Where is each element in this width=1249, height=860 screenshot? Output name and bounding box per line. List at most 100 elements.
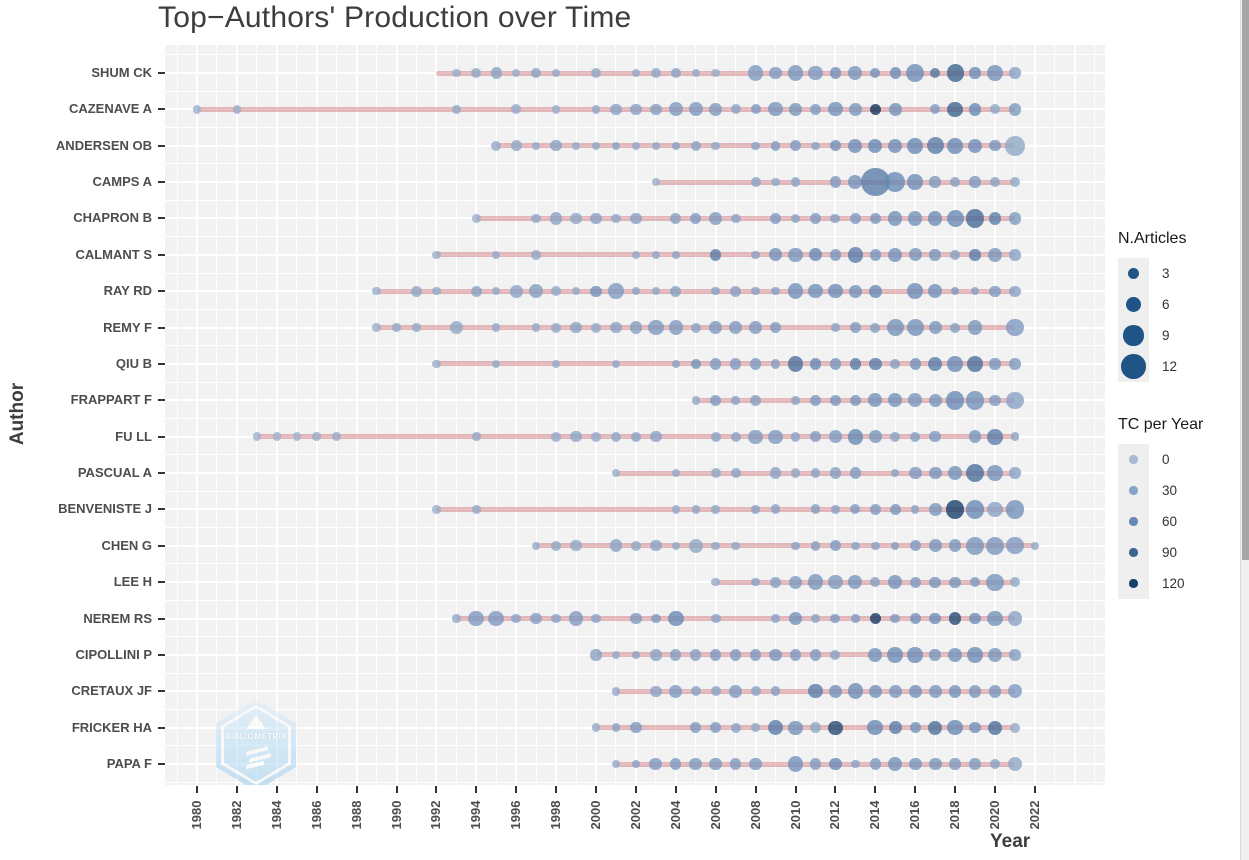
data-point <box>928 503 942 516</box>
data-point <box>711 541 720 551</box>
gridline <box>1014 45 1016 785</box>
data-point <box>570 212 582 225</box>
data-point <box>568 611 584 626</box>
data-point <box>749 321 762 334</box>
y-tick-mark <box>158 290 165 293</box>
data-point <box>848 65 863 81</box>
data-point <box>570 540 582 552</box>
x-tick-label: 2020 <box>987 800 1002 830</box>
gridline <box>515 45 518 785</box>
data-point <box>651 250 661 260</box>
data-point <box>452 614 461 623</box>
data-point <box>970 286 980 296</box>
data-point <box>710 613 721 624</box>
data-point <box>947 647 963 663</box>
data-point <box>452 105 461 114</box>
x-tick-mark <box>515 786 518 793</box>
x-tick-mark <box>196 786 198 793</box>
data-point <box>529 284 544 299</box>
data-point <box>1010 177 1020 188</box>
data-point <box>749 649 762 661</box>
data-point <box>908 393 923 408</box>
data-point <box>1009 649 1021 661</box>
gridline <box>165 599 1105 601</box>
gridline <box>165 272 1105 274</box>
vertical-scrollbar[interactable] <box>1240 0 1249 860</box>
gridline <box>914 45 917 785</box>
gridline <box>165 345 1105 347</box>
gridline <box>176 45 178 785</box>
data-point <box>1009 467 1021 479</box>
data-point <box>709 321 723 334</box>
gridline <box>714 45 717 785</box>
data-point <box>787 65 804 81</box>
gridline <box>535 45 537 785</box>
x-tick-label: 2004 <box>667 800 683 830</box>
data-point <box>868 138 883 153</box>
data-point <box>649 757 663 771</box>
author-timeline <box>197 106 1015 112</box>
data-point <box>967 356 983 372</box>
scrollbar-thumb[interactable] <box>1242 0 1249 560</box>
data-point <box>749 394 762 406</box>
data-point <box>691 396 700 405</box>
data-point <box>611 431 621 442</box>
data-point <box>788 720 803 735</box>
data-point <box>731 396 740 405</box>
y-tick-label: RAY RD <box>103 283 152 299</box>
data-point <box>969 721 981 734</box>
gridline <box>235 45 238 785</box>
y-tick-label: LEE H <box>113 574 152 590</box>
data-point <box>929 649 941 661</box>
data-point <box>710 249 722 261</box>
data-point <box>829 540 842 552</box>
data-point <box>730 104 741 115</box>
data-point <box>908 684 922 698</box>
data-point <box>630 540 641 551</box>
data-point <box>729 649 742 661</box>
x-tick-label: 2022 <box>1026 800 1042 830</box>
gridline <box>994 45 996 785</box>
data-point <box>252 432 262 441</box>
data-point <box>511 613 522 624</box>
data-point <box>630 612 642 625</box>
data-point <box>730 468 741 478</box>
x-tick-label: 2008 <box>747 800 763 830</box>
x-tick-mark <box>754 786 757 793</box>
data-point <box>670 649 682 661</box>
data-point <box>888 393 903 408</box>
y-tick-label: CAMPS A <box>92 174 152 190</box>
gridline <box>296 45 298 785</box>
data-point <box>591 431 601 442</box>
data-point <box>710 686 721 697</box>
data-point <box>1009 358 1021 370</box>
data-point <box>688 102 703 117</box>
legend-key <box>1118 289 1149 320</box>
data-point <box>689 757 703 771</box>
data-point <box>946 64 964 82</box>
data-point <box>888 684 902 698</box>
legend-label: 120 <box>1162 576 1185 591</box>
x-tick-label: 1996 <box>508 800 524 830</box>
data-point <box>965 536 985 556</box>
data-point <box>965 209 985 228</box>
data-point <box>829 684 842 698</box>
data-point <box>908 248 922 262</box>
data-point <box>968 430 982 444</box>
color-key-dot <box>1129 517 1138 526</box>
logo-peak-icon <box>246 715 266 729</box>
data-point <box>926 137 944 155</box>
data-point <box>968 102 982 116</box>
data-point <box>690 686 701 697</box>
data-point <box>747 65 764 81</box>
data-point <box>870 68 881 78</box>
data-point <box>571 141 581 150</box>
data-point <box>631 286 641 296</box>
legend-label: 3 <box>1162 266 1170 281</box>
gridline <box>165 454 1105 456</box>
y-tick-label: CAZENAVE A <box>68 101 152 117</box>
data-point <box>690 359 701 369</box>
gridline <box>1033 45 1036 785</box>
data-point <box>748 429 763 444</box>
data-point <box>767 719 784 736</box>
